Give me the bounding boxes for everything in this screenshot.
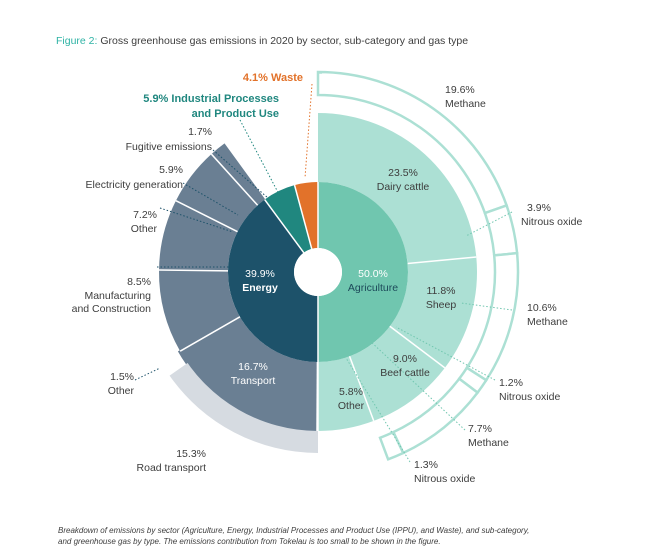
segment-dividers [159,153,477,432]
segment-divider [179,316,241,352]
road-transport-name-label: Road transport [137,462,207,474]
leader-line [345,357,411,463]
energy-name-label: Energy [242,282,278,294]
dairy-n2o-name-label: Nitrous oxide [521,216,582,228]
subcategory-arc-energy-manufacturing-and-construction [159,270,240,352]
sector-arc-waste [294,182,318,249]
leader-line [465,211,513,237]
subcategory-arc-energy-fugitive-emissions [211,143,266,206]
leader-line [304,83,313,179]
gas-ring [316,70,520,461]
caption-line-2: and greenhouse gas by type. The emission… [58,536,441,546]
sheep-methane-name-label: Methane [527,316,568,328]
electricity-pct-label: 5.9% [159,164,183,176]
leader-line [182,182,239,216]
sheep-pct-label: 11.8% [427,285,456,297]
energy-other-pct-label: 7.2% [133,209,157,221]
segment-divider [264,199,305,254]
gas-arc-beef-cattle-nitrous-oxide [378,430,405,461]
ippu-label-line2: and Product Use [192,108,279,120]
sheep-n2o-pct-label: 1.2% [499,377,523,389]
subcategory-arc-energy-transport [180,316,318,431]
subcategory-arc-agriculture-dairy-cattle [318,113,477,264]
dairy-pct-label: 23.5% [388,167,418,179]
figure-title: Figure 2: Gross greenhouse gas emissions… [56,35,468,47]
ippu-label-line1: 5.9% Industrial Processes [143,93,279,105]
beef-methane-pct-label: 7.7% [468,423,492,435]
segment-divider [293,184,313,250]
sector-arc-industrial-processes-and-product-use [264,185,312,253]
segment-divider [407,256,477,265]
fugitive-name-label: Fugitive emissions [126,141,212,153]
transport-other-pct-label: 1.5% [110,371,134,383]
gas-arc-dairy-cattle-nitrous-oxide [483,203,519,257]
caption-line-1: Breakdown of emissions by sector (Agricu… [58,526,530,535]
sector-arc-energy [228,199,318,362]
energy-pct-label: 39.9% [245,268,275,280]
figure-title-text: Gross greenhouse gas emissions in 2020 b… [100,35,469,47]
segment-divider [389,325,446,369]
methane-bracket [317,72,322,85]
transport-pct-label: 16.7% [238,361,268,373]
center-hole [294,248,342,296]
leader-line [368,339,466,431]
transport-other-name-label: Other [108,385,135,397]
figure-caption: Breakdown of emissions by sector (Agricu… [58,526,618,547]
segment-divider [159,269,229,272]
waste-label: 4.1% Waste [243,72,303,84]
leader-line [395,326,496,381]
agriculture-pct-label: 50.0% [358,268,388,280]
sheep-n2o-name-label: Nitrous oxide [499,391,560,403]
manufacturing-name-line1: Manufacturing [84,290,151,302]
segment-divider [175,200,238,233]
subcategory-arc-agriculture-sheep [389,257,477,368]
subcategory-arc-energy-electricity-generation [175,154,258,232]
beef-methane-name-label: Methane [468,437,509,449]
beef-n2o-pct-label: 1.3% [414,459,438,471]
manufacturing-name-line2: and Construction [72,303,152,315]
leader-line [239,119,283,201]
leader-lines [134,72,513,463]
agriculture-name-label: Agriculture [348,282,398,294]
sector-arc-agriculture [318,182,408,362]
sheep-name-label: Sheep [426,299,457,311]
dairy-name-label: Dairy cattle [377,181,430,193]
leader-line [460,302,513,311]
road-transport-pct-label: 15.3% [176,448,206,460]
segment-divider [210,153,259,206]
sector-ring [228,182,408,362]
agri-other-pct-label: 5.8% [339,386,363,398]
figure-number: Figure 2: [56,35,98,47]
subcategory-arc-agriculture-other [317,356,374,431]
manufacturing-pct-label: 8.5% [127,276,151,288]
fugitive-pct-label: 1.7% [188,126,212,138]
dairy-methane-pct-label: 19.6% [445,84,475,96]
agri-other-name-label: Other [338,400,365,412]
leader-line [212,149,269,199]
electricity-name-label: Electricity generation [86,179,184,191]
segment-divider [348,356,375,422]
beef-n2o-name-label: Nitrous oxide [414,473,475,485]
sheep-methane-pct-label: 10.6% [527,302,557,314]
leader-line [134,367,161,381]
transport-name-label: Transport [231,375,276,387]
beef-pct-label: 9.0% [393,353,417,365]
dairy-n2o-pct-label: 3.9% [527,202,551,214]
leader-line [159,207,234,233]
dairy-methane-name-label: Methane [445,98,486,110]
beef-name-label: Beef cattle [380,367,430,379]
energy-other-name-label: Other [131,223,158,235]
subcategory-arc-energy-other [159,200,238,271]
